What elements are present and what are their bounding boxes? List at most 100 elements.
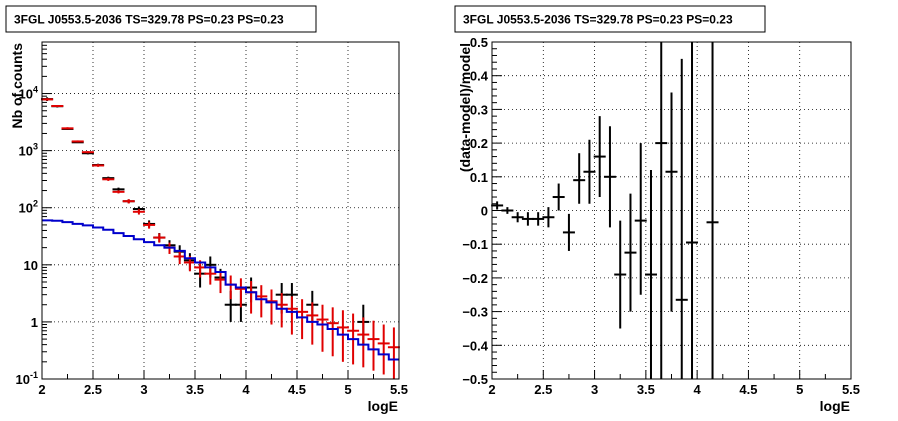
x-tick-label: 3 (140, 382, 147, 397)
plot-frame (491, 41, 852, 380)
y-tick-label: 102 (19, 199, 38, 216)
data-point (573, 153, 586, 204)
y-tick-label: 0.3 (470, 102, 488, 117)
data-point (532, 212, 545, 226)
y-axis-label: (data-model)/model (457, 43, 473, 172)
plot-background (42, 42, 399, 379)
model-point (234, 278, 247, 308)
y-axis-label: Nb of counts (9, 43, 25, 129)
model-point (153, 233, 166, 243)
model-point (357, 317, 370, 368)
plot-area: 2 2.5 3 3.5 4 4.5 5 5.5 −0.5 −0.4 −0.3 −0.2 −0.1 0 0.1… (462, 35, 860, 397)
x-tick-label: 4 (694, 382, 702, 397)
y-tick-label: 104 (19, 85, 38, 102)
y-tick-label: 10 (24, 258, 38, 273)
x-tick-label: 5.5 (390, 382, 408, 397)
y-tick-label: 0.5 (470, 35, 488, 50)
y-tick-label: 103 (19, 142, 38, 159)
residual-panel: 3FGL J0553.5-2036 TS=329.78 PS=0.23 PS=0… (454, 5, 860, 414)
data-point (562, 213, 575, 251)
chart-title: 3FGL J0553.5-2036 TS=329.78 PS=0.23 PS=0… (463, 13, 733, 27)
model-point (173, 250, 186, 265)
y-tick-label: −0.3 (462, 305, 488, 320)
model-point (143, 221, 156, 229)
x-tick-label: 5 (796, 382, 803, 397)
data-point (675, 58, 688, 379)
data-point (665, 92, 678, 312)
data-point (521, 212, 534, 226)
model-point (377, 324, 390, 375)
x-tick-label: 2 (38, 382, 45, 397)
model-point (285, 296, 298, 335)
background-histogram-line (42, 219, 399, 361)
y-tick-label: 0 (481, 204, 488, 219)
y-tick-label: −0.2 (462, 271, 488, 286)
y-tick-label: −0.4 (462, 338, 488, 353)
model-point (71, 140, 84, 143)
data-point (706, 42, 719, 379)
data-point (511, 212, 524, 223)
data-point (634, 143, 647, 295)
model-point (367, 320, 380, 371)
data-point (593, 116, 606, 198)
x-tick-label: 5 (344, 382, 351, 397)
model-point (81, 151, 94, 154)
y-tick-label: 0.1 (470, 170, 488, 185)
y-tick-label: 10-1 (16, 370, 38, 387)
y-tick-label: −0.5 (462, 372, 488, 387)
x-axis-label: logE (368, 398, 398, 414)
data-point (686, 42, 699, 379)
model-point (255, 285, 268, 318)
model-point (41, 98, 54, 101)
model-point (92, 164, 105, 167)
chart-title: 3FGL J0553.5-2036 TS=329.78 PS=0.23 PS=0… (14, 13, 284, 27)
model-point (112, 190, 125, 194)
model-point (336, 310, 349, 362)
data-point (614, 220, 627, 329)
x-tick-label: 4.5 (739, 382, 757, 397)
title-box (454, 5, 766, 33)
x-axis-label: logE (820, 398, 850, 414)
y-tick-label: 0.4 (470, 69, 489, 84)
model-point (306, 302, 319, 345)
model-point (275, 293, 288, 328)
data-point (603, 126, 616, 228)
data-point (644, 170, 657, 379)
model-point (326, 307, 339, 357)
x-tick-label: 3.5 (637, 382, 655, 397)
data-point (491, 201, 504, 210)
model-point (204, 266, 217, 285)
data-point (583, 139, 596, 204)
model-point (214, 270, 227, 294)
x-tick-label: 4.5 (288, 382, 306, 397)
x-tick-label: 3 (591, 382, 598, 397)
data-point (624, 193, 637, 312)
x-tick-label: 5.5 (842, 382, 860, 397)
data-point (552, 183, 565, 211)
model-point (296, 299, 309, 340)
plot-area: 2 2.5 3 3.5 4 4.5 5 5.5 10-1 1 10 102 103 104 (16, 41, 408, 397)
x-tick-label: 2.5 (84, 382, 102, 397)
x-tick-label: 2 (488, 382, 495, 397)
model-point (102, 177, 115, 181)
model-point (122, 199, 135, 204)
title-box (5, 5, 317, 33)
y-tick-label: −0.1 (462, 237, 488, 252)
model-point (61, 127, 74, 130)
model-point (387, 327, 400, 379)
model-point (132, 209, 145, 215)
model-point (265, 289, 278, 325)
plot-frame (41, 41, 400, 380)
spectrum-panel: 3FGL J0553.5-2036 TS=329.78 PS=0.23 PS=0… (5, 5, 408, 414)
data-point (655, 42, 668, 379)
data-point (542, 207, 555, 228)
x-tick-label: 2.5 (534, 382, 552, 397)
y-tick-label: 0.2 (470, 136, 488, 151)
model-point (316, 304, 329, 352)
x-tick-label: 3.5 (186, 382, 204, 397)
model-point (51, 105, 64, 108)
y-tick-label: 1 (31, 315, 38, 330)
x-tick-label: 4 (242, 382, 250, 397)
data-point (501, 207, 514, 214)
